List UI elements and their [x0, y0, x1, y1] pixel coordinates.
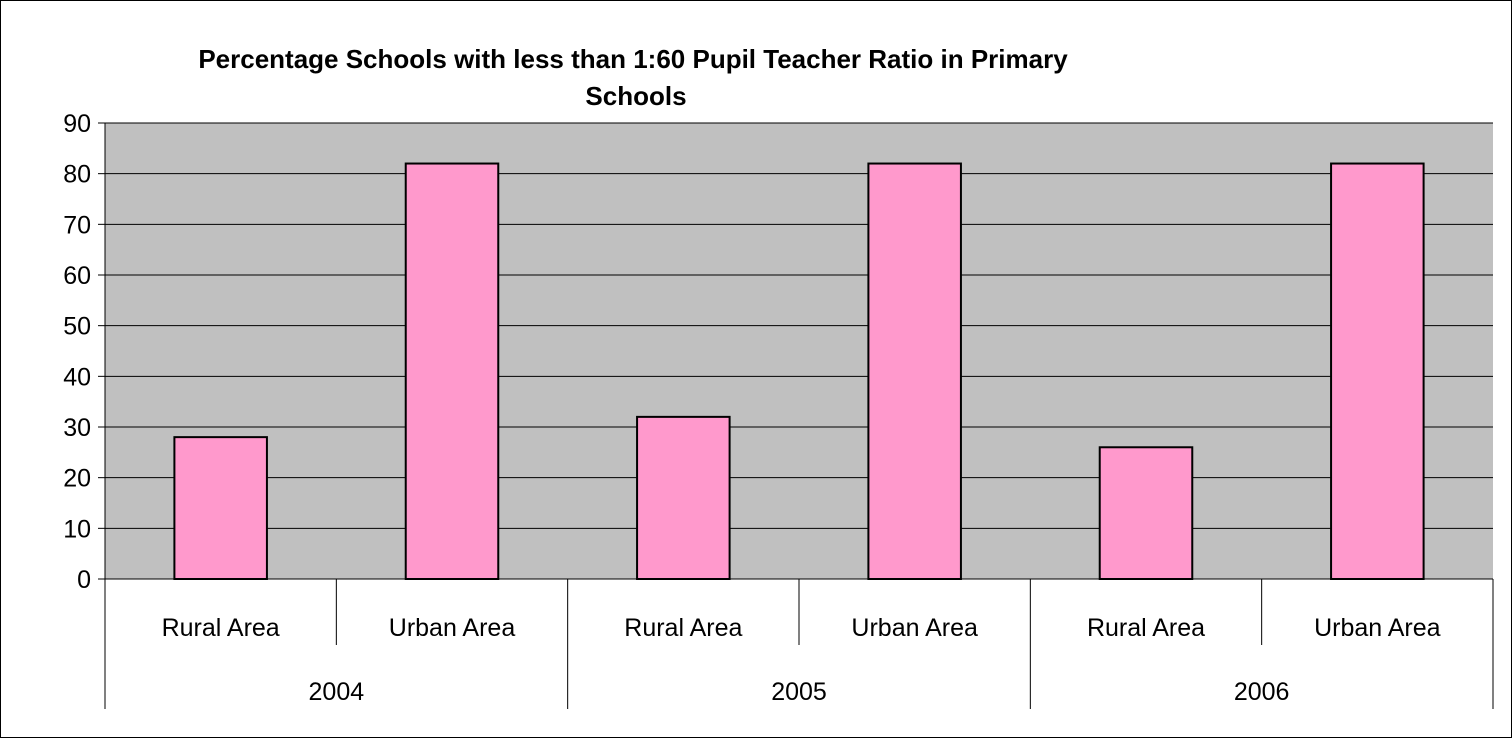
y-tick-label: 30: [63, 414, 91, 442]
bars: [173, 162, 1425, 581]
y-tick-label: 0: [77, 566, 91, 594]
y-axis: 0 10 20 30 40 50 60 70 80 90: [63, 110, 106, 594]
y-tick-label: 80: [63, 161, 91, 189]
bar: [404, 162, 500, 581]
x-group-label: 2005: [771, 678, 827, 706]
y-tick-label: 20: [63, 465, 91, 493]
x-axis: Rural Area Urban Area Rural Area Urban Area…: [104, 578, 1494, 709]
y-tick-label: 40: [63, 363, 91, 391]
bar: [636, 415, 731, 580]
bar: [173, 436, 268, 580]
bar: [867, 162, 962, 581]
x-category-label: Rural Area: [624, 614, 742, 642]
x-category-label: Rural Area: [162, 614, 280, 642]
x-category-label: Urban Area: [851, 614, 978, 642]
bar: [1330, 162, 1425, 581]
y-tick-label: 70: [63, 211, 91, 239]
chart-title-line-1: Percentage Schools with less than 1:60 P…: [198, 44, 1068, 74]
x-group-label: 2004: [309, 678, 365, 706]
y-tick-label: 60: [63, 262, 91, 290]
x-group-label: 2006: [1234, 678, 1290, 706]
y-tick-label: 50: [63, 313, 91, 341]
y-tick-label: 90: [63, 110, 91, 138]
x-category-label: Urban Area: [1314, 614, 1441, 642]
gridlines: [105, 122, 1493, 529]
plot-area: [105, 123, 1493, 579]
y-tick-label: 10: [63, 515, 91, 543]
bar: [1098, 446, 1194, 580]
chart-title-line-2: Schools: [585, 81, 686, 111]
x-category-label: Urban Area: [389, 614, 516, 642]
x-category-label: Rural Area: [1087, 614, 1205, 642]
